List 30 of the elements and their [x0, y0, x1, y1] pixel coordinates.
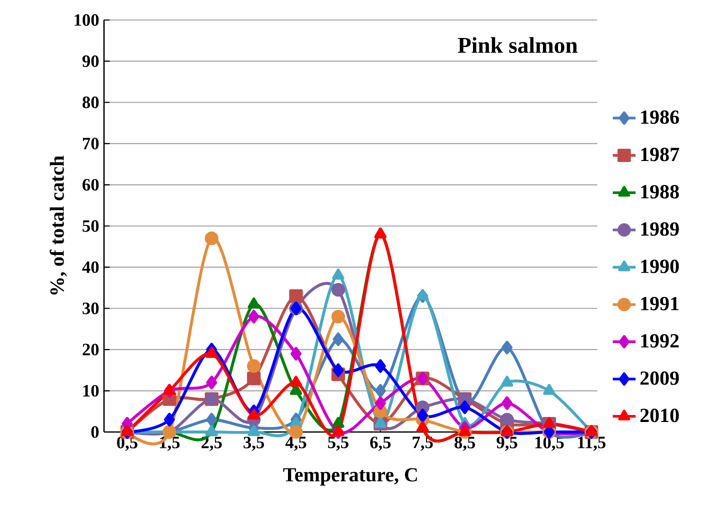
legend-label: 2010	[640, 408, 679, 422]
y-tick-label: 100	[74, 14, 99, 26]
x-axis-title: Temperature, C	[283, 468, 417, 486]
y-tick-label: 70	[82, 138, 99, 150]
x-tick-label: 9,5	[496, 436, 518, 451]
y-tick-label: 60	[82, 178, 99, 191]
legend-label: 1990	[641, 260, 679, 274]
y-tick-label: 80	[82, 96, 99, 108]
legend-label: 1991	[641, 296, 679, 310]
legend-label: 1992	[641, 334, 679, 348]
x-tick-label: 11,5	[578, 436, 606, 451]
y-tick-label: 90	[82, 55, 99, 68]
legend-label: 2009	[640, 371, 679, 385]
x-tick-label: 3,5	[244, 436, 264, 451]
text: Pink salmon	[458, 37, 578, 54]
legend-label: 1987	[641, 148, 680, 162]
y-tick-label: 30	[82, 302, 99, 314]
legend-label: 1986	[641, 110, 679, 124]
legend-label: 1988	[641, 185, 679, 198]
y-tick-label: 0	[91, 426, 99, 438]
x-tick-label: 5,5	[328, 436, 348, 451]
x-tick-label: 8,5	[454, 436, 476, 451]
y-tick-label: 40	[82, 261, 99, 274]
x-tick-label: 6,5	[370, 436, 391, 451]
x-tick-label: 4,5	[285, 436, 306, 451]
y-tick-label: 10	[83, 384, 99, 397]
y-axis-title: %, of total catch	[50, 156, 67, 294]
y-tick-label: 50	[82, 220, 99, 232]
y-tick-label: 20	[82, 344, 99, 356]
legend-label: 1989	[641, 222, 679, 236]
